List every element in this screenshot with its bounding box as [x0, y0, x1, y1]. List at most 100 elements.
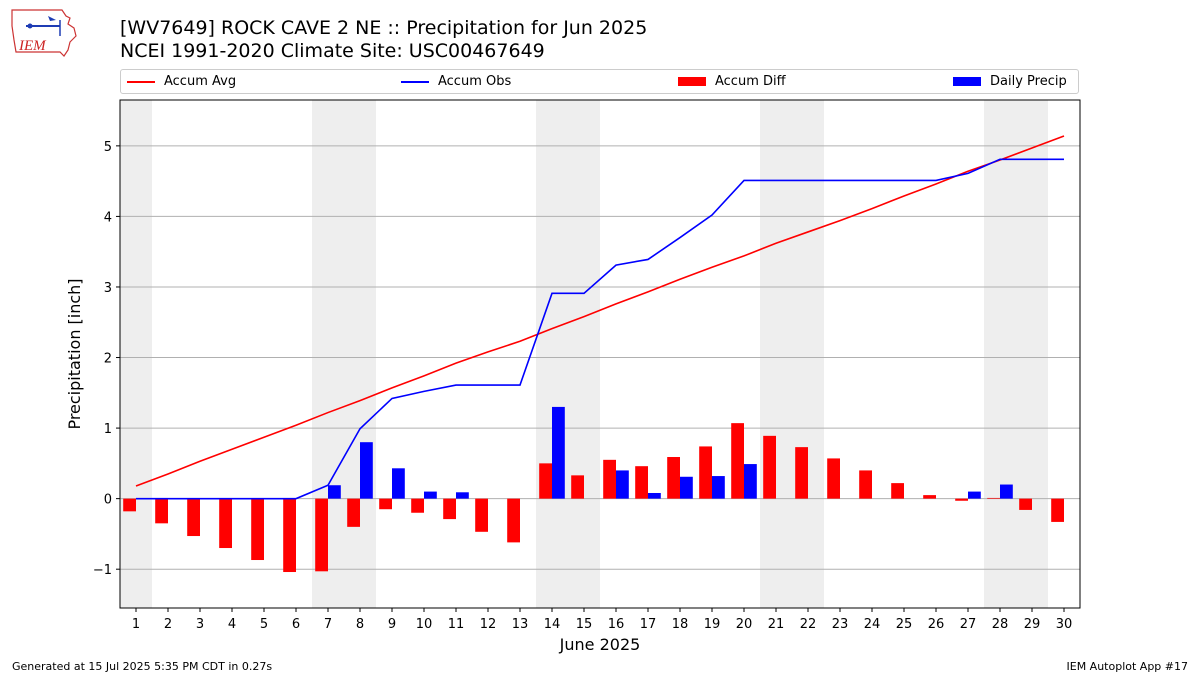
x-tick-label: 6 — [292, 617, 300, 632]
chart-title-line2: NCEI 1991-2020 Climate Site: USC00467649 — [120, 40, 545, 62]
x-tick-label: 8 — [356, 617, 364, 632]
accum-diff-bar — [635, 466, 648, 499]
y-tick-label: 5 — [104, 140, 112, 155]
weekend-shade — [760, 100, 792, 608]
x-tick-label: 20 — [736, 617, 753, 632]
daily-precip-bar — [648, 492, 661, 499]
x-tick-label: 4 — [228, 617, 236, 632]
accum-diff-bar — [187, 498, 200, 537]
x-tick-label: 12 — [480, 617, 497, 632]
daily-precip-bar — [1000, 484, 1013, 499]
legend-item-accum-avg: Accum Avg — [127, 74, 236, 89]
y-tick-label: 0 — [104, 493, 112, 508]
chart-title-line1: [WV7649] ROCK CAVE 2 NE :: Precipitation… — [120, 17, 648, 39]
accum-diff-bar — [283, 498, 296, 573]
y-tick-label: 4 — [104, 210, 112, 225]
accum-diff-bar — [155, 498, 168, 524]
daily-precip-bar — [456, 492, 469, 499]
legend-item-accum-diff: Accum Diff — [678, 74, 786, 89]
x-tick-label: 28 — [992, 617, 1009, 632]
accum-diff-bar — [219, 498, 232, 549]
legend-label-daily-precip: Daily Precip — [990, 74, 1067, 89]
iem-logo: IEM — [11, 9, 77, 57]
legend-item-accum-obs: Accum Obs — [401, 74, 511, 89]
daily-precip-bar — [616, 470, 629, 499]
x-tick-label: 13 — [512, 617, 529, 632]
x-tick-label: 11 — [448, 617, 465, 632]
accum-diff-bar — [859, 470, 872, 499]
accum-diff-bar — [475, 498, 488, 532]
weekend-shade — [536, 100, 568, 608]
x-tick-label: 3 — [196, 617, 204, 632]
accum-diff-bar — [315, 498, 328, 572]
x-tick-label: 16 — [608, 617, 625, 632]
weekend-shade — [568, 100, 600, 608]
x-tick-label: 15 — [576, 617, 593, 632]
accum-diff-bar — [827, 458, 840, 499]
y-axis-label: Precipitation [inch] — [65, 278, 84, 429]
station-dot-shape — [27, 23, 33, 29]
daily-precip-bar — [360, 442, 373, 499]
accum-diff-bar — [891, 483, 904, 499]
x-tick-label: 9 — [388, 617, 396, 632]
x-tick-label: 1 — [132, 617, 140, 632]
footer-app-text: IEM Autoplot App #17 — [1066, 660, 1189, 673]
accum-diff-bar — [667, 457, 680, 499]
accum-diff-bar — [123, 498, 136, 512]
accum-obs-line — [136, 158, 1064, 500]
x-tick-label: 17 — [640, 617, 657, 632]
x-tick-label: 22 — [800, 617, 817, 632]
daily-precip-bar — [712, 476, 725, 499]
accum-diff-bar — [379, 498, 392, 510]
accum-diff-bar — [1051, 498, 1064, 522]
accum-diff-bar — [571, 475, 584, 499]
accum-diff-bar — [603, 459, 616, 499]
accum-diff-bar — [923, 495, 936, 499]
x-tick-label: 7 — [324, 617, 332, 632]
accum-avg-line — [135, 135, 1065, 487]
daily-precip-bar — [552, 406, 565, 499]
weekend-shade — [344, 100, 376, 608]
daily-precip-bar — [328, 485, 341, 499]
accum-diff-bar — [955, 498, 968, 501]
plot-frame — [119, 99, 1081, 609]
x-tick-label: 25 — [896, 617, 913, 632]
legend-label-accum-obs: Accum Obs — [438, 74, 512, 89]
accum-diff-bar — [251, 498, 264, 561]
x-tick-label: 29 — [1024, 617, 1041, 632]
y-tick-label: −1 — [93, 563, 112, 578]
x-tick-label: 5 — [260, 617, 268, 632]
x-tick-label: 21 — [768, 617, 785, 632]
x-axis-label: June 2025 — [559, 635, 641, 654]
x-tick-label: 10 — [416, 617, 433, 632]
x-tick-label: 19 — [704, 617, 721, 632]
logo-text: IEM — [18, 38, 47, 54]
accum-diff-bar — [763, 435, 776, 499]
weekend-shade — [312, 100, 344, 608]
y-tick-label: 1 — [104, 422, 112, 437]
accum-diff-bar — [539, 463, 552, 499]
legend-label-accum-avg: Accum Avg — [164, 74, 237, 89]
legend-swatch-accum-obs — [401, 80, 429, 83]
accum-diff-bar — [731, 423, 744, 499]
footer-generated-text: Generated at 15 Jul 2025 5:35 PM CDT in … — [12, 660, 273, 673]
weekend-shade — [792, 100, 824, 608]
accum-diff-bar — [443, 498, 456, 520]
x-tick-label: 26 — [928, 617, 945, 632]
x-tick-label: 2 — [164, 617, 172, 632]
legend-swatch-accum-diff — [678, 77, 706, 86]
x-tick-label: 14 — [544, 617, 561, 632]
legend-label-accum-diff: Accum Diff — [715, 74, 786, 89]
x-tick-label: 30 — [1056, 617, 1073, 632]
accum-diff-bar — [507, 498, 520, 543]
weekend-shade — [1016, 100, 1048, 608]
accum-diff-bar — [347, 498, 360, 527]
iowa-outline-shape — [11, 9, 77, 57]
x-tick-label: 24 — [864, 617, 881, 632]
accum-diff-bar — [795, 447, 808, 499]
weekend-shade — [984, 100, 1016, 608]
accum-diff-bar — [699, 446, 712, 499]
daily-precip-bar — [968, 491, 981, 499]
accum-diff-bar — [411, 498, 424, 513]
